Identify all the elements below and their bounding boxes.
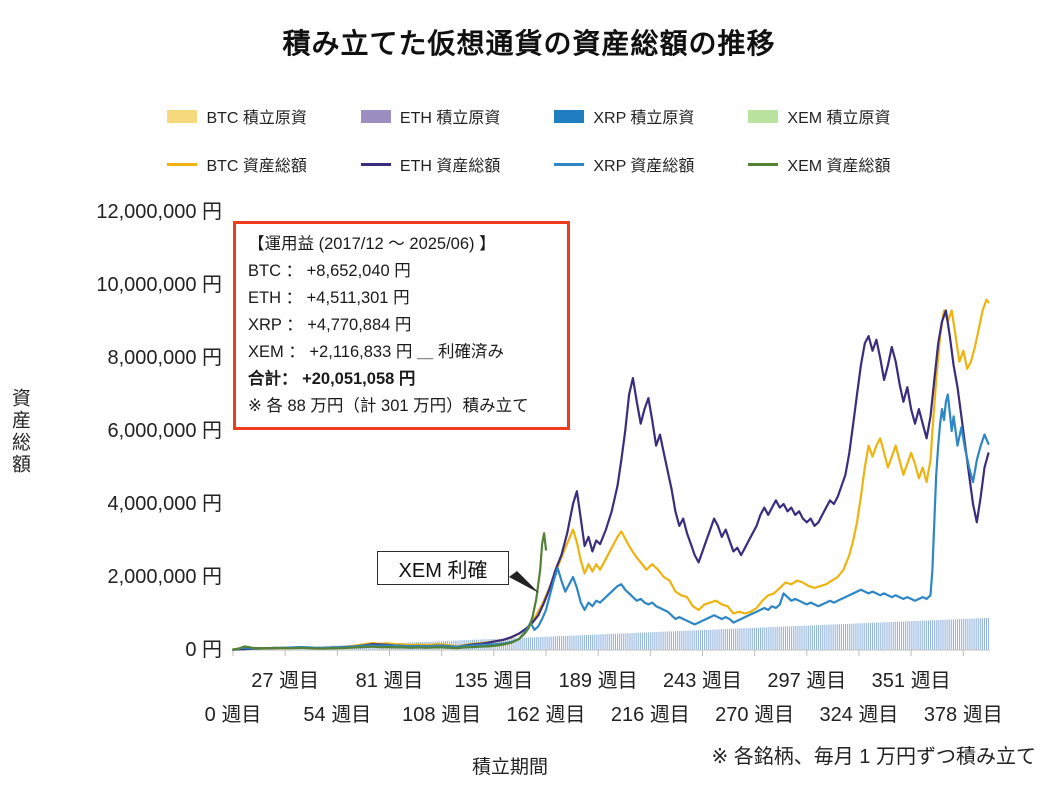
series-line-xrp (231, 393, 990, 651)
annotation-note: ※ 各 88 万円（計 301 万円）積み立て (248, 397, 529, 415)
fill-swatch-btc-icon (167, 109, 198, 123)
series-line-xem (231, 532, 548, 651)
legend-item-xem-principal: XEM 積立原資 (748, 104, 891, 128)
x-tick-label: 27 週目 (251, 670, 320, 692)
x-tick-label: 54 週目 (303, 704, 372, 726)
line-swatch-xem-icon (748, 162, 779, 166)
profit-annotation: 【運用益 (2017/12 ～ 2025/06) 】 BTC ： +8,652,… (233, 221, 570, 430)
x-tick-label: 108 週目 (402, 704, 482, 726)
fill-swatch-xrp-icon (554, 109, 585, 123)
legend-label: XRP 資産総額 (593, 158, 695, 175)
legend-label: XRP 積立原資 (593, 110, 695, 127)
x-tick-label: 81 週目 (355, 670, 424, 692)
y-tick-label: 8,000,000 円 (107, 347, 222, 369)
line-swatch-eth-icon (360, 162, 391, 166)
legend-item-btc-principal: BTC 積立原資 (167, 104, 307, 128)
y-tick-label: 6,000,000 円 (107, 420, 222, 442)
line-swatch-btc-icon (167, 162, 198, 166)
legend-item-xem-total: XEM 資産総額 (748, 152, 891, 176)
series-line-btc (231, 298, 990, 651)
x-tick-label: 189 週目 (558, 670, 638, 692)
legend-item-eth-principal: ETH 積立原資 (360, 104, 501, 128)
legend-item-btc-total: BTC 資産総額 (167, 152, 307, 176)
y-tick-label: 2,000,000 円 (107, 566, 222, 588)
x-tick-label: 0 週目 (204, 704, 262, 726)
legend-item-xrp-principal: XRP 積立原資 (554, 104, 694, 128)
x-tick-label: 162 週目 (506, 704, 586, 726)
fill-swatch-xem-icon (748, 109, 779, 123)
principal-bars (236, 617, 989, 650)
x-tick-label: 270 週目 (715, 704, 795, 726)
y-tick-label: 10,000,000 円 (96, 274, 222, 296)
annotation-btc: BTC ： +8,652,040 円 (248, 262, 411, 280)
legend-label: XEM 積立原資 (787, 110, 891, 127)
legend-label: XEM 資産総額 (787, 158, 891, 175)
x-tick-label: 135 週目 (454, 670, 534, 692)
x-tick-label: 297 週目 (767, 670, 847, 692)
line-swatch-xrp-icon (554, 162, 585, 166)
monthly-investment-note: ※ 各銘柄、毎月 1 万円ずつ積み立て (711, 746, 1036, 768)
legend-principal-row: BTC 積立原資 ETH 積立原資 XRP 積立原資 XEM 積立原資 (0, 104, 1058, 128)
x-axis-title: 積立期間 (471, 757, 548, 778)
x-tick-label: 351 週目 (871, 670, 951, 692)
annotation-xem: XEM ： +2,116,833 円 ＿ 利確済み (248, 343, 504, 361)
legend-label: ETH 積立原資 (399, 110, 501, 127)
x-tick-label: 324 週目 (819, 704, 899, 726)
xem-profit-callout: XEM 利確 (377, 551, 509, 585)
legend-label: BTC 資産総額 (206, 158, 307, 175)
y-tick-label: 4,000,000 円 (107, 493, 222, 515)
legend-total-row: BTC 資産総額 ETH 資産総額 XRP 資産総額 XEM 資産総額 (0, 152, 1058, 176)
x-tick-label: 243 週目 (663, 670, 742, 692)
annotation-xrp: XRP ： +4,770,884 円 (248, 316, 412, 334)
y-tick-label: 0 円 (185, 639, 222, 661)
fill-swatch-eth-icon (360, 109, 391, 123)
chart-title: 積み立てた仮想通貨の資産総額の推移 (282, 28, 776, 59)
legend-label: ETH 資産総額 (399, 158, 501, 175)
x-tick-label: 216 週目 (610, 704, 690, 726)
annotation-eth: ETH ： +4,511,301 円 (248, 289, 410, 307)
x-tick-label: 378 週目 (923, 704, 1003, 726)
xem-callout-pointer (509, 571, 539, 593)
legend-item-xrp-total: XRP 資産総額 (554, 152, 694, 176)
annotation-header: 【運用益 (2017/12 ～ 2025/06) 】 (248, 235, 496, 253)
annotation-total: 合計： +20,051,058 円 (248, 370, 416, 388)
y-tick-label: 12,000,000 円 (96, 201, 222, 223)
legend-label: BTC 積立原資 (206, 110, 307, 127)
legend-item-eth-total: ETH 資産総額 (360, 152, 501, 176)
plot-area (231, 298, 990, 656)
y-axis-title: 資産総額 (9, 388, 30, 476)
